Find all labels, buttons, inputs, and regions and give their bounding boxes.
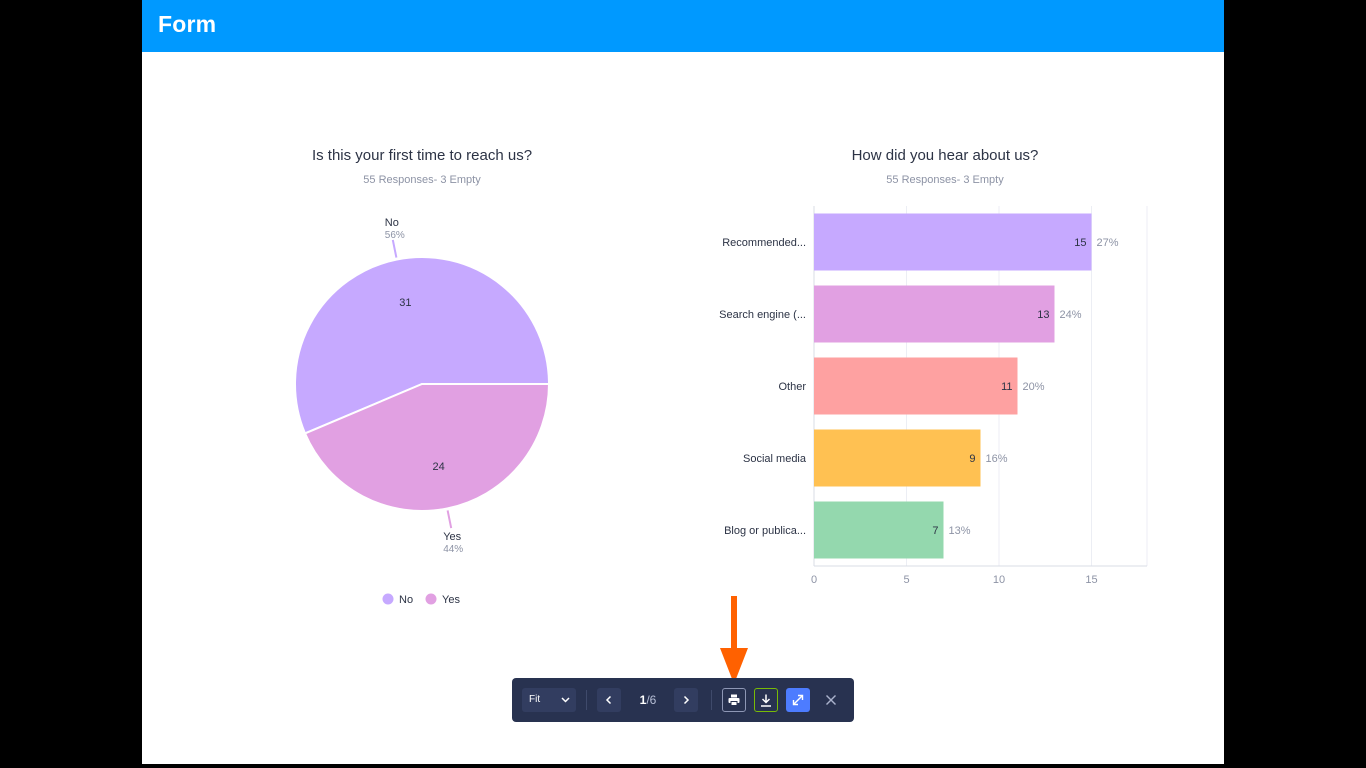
toolbar-divider: [711, 690, 712, 710]
annotation-arrow-icon: [720, 596, 748, 684]
toolbar-divider: [586, 690, 587, 710]
pie-slice-label: No: [385, 217, 399, 229]
x-tick-label: 10: [993, 574, 1005, 586]
bar: [814, 429, 981, 487]
legend-swatch: [382, 593, 394, 605]
bar-value-label: 15: [1074, 237, 1086, 249]
page-indicator: 1/6: [632, 688, 664, 712]
category-label: Social media: [743, 453, 807, 465]
legend-label: No: [399, 594, 413, 606]
chevron-right-icon: [683, 695, 690, 705]
total-pages: 6: [649, 693, 657, 707]
bar-percent-label: 27%: [1097, 237, 1119, 249]
bar-chart: 0 5 10 15 15 27% Recommended... 13 24% Search eng…: [719, 206, 1148, 586]
page-separator: /: [646, 693, 650, 707]
close-icon: [826, 695, 836, 705]
pie-leader-line: [446, 510, 453, 529]
bar-value-label: 13: [1037, 309, 1049, 321]
pie-slice: [294, 256, 551, 435]
download-button[interactable]: [754, 688, 778, 712]
bar-percent-label: 13%: [949, 525, 971, 537]
pie-slice-percent: 44%: [443, 544, 463, 555]
zoom-select[interactable]: Fit: [522, 688, 576, 712]
viewer-toolbar: Fit 1/6: [512, 678, 854, 722]
print-icon: [728, 694, 740, 706]
print-button[interactable]: [722, 688, 746, 712]
pie-chart-title: Is this your first time to reach us?: [311, 147, 533, 164]
x-tick-label: 5: [903, 574, 909, 586]
pie-leader-line: [391, 239, 398, 258]
pie-chart-subtitle: 55 Responses- 3 Empty: [363, 174, 481, 186]
pie-slice: [303, 383, 551, 512]
bar: [814, 213, 1092, 271]
bar-percent-label: 20%: [1023, 381, 1045, 393]
bar-value-label: 11: [1001, 381, 1012, 393]
category-label: Search engine (...: [719, 309, 806, 321]
report-page: Form Is this your first time to reach us…: [142, 0, 1224, 764]
bar: [814, 357, 1018, 415]
pie-slice-value: 24: [433, 461, 445, 473]
legend-swatch: [425, 593, 437, 605]
x-tick-label: 0: [811, 574, 817, 586]
category-label: Blog or publica...: [724, 525, 806, 537]
app-title: Form: [158, 11, 217, 37]
pie-slice-value: 31: [399, 297, 411, 309]
category-label: Other: [778, 381, 806, 393]
next-page-button[interactable]: [674, 688, 698, 712]
category-label: Recommended...: [722, 237, 806, 249]
download-icon: [761, 694, 771, 707]
expand-button[interactable]: [786, 688, 810, 712]
bar-chart-subtitle: 55 Responses- 3 Empty: [886, 174, 1004, 186]
expand-icon: [792, 694, 804, 706]
bar: [814, 501, 944, 559]
chevron-left-icon: [605, 695, 612, 705]
bar-value-label: 7: [932, 525, 938, 537]
zoom-select-value: Fit: [529, 694, 541, 705]
pie-slice-percent: 56%: [385, 230, 405, 241]
pie-slice-label: Yes: [443, 531, 461, 543]
bar-percent-label: 24%: [1060, 309, 1082, 321]
x-tick-label: 15: [1085, 574, 1097, 586]
bar: [814, 285, 1055, 343]
chevron-down-icon: [561, 697, 570, 703]
legend-label: Yes: [442, 594, 460, 606]
bar-percent-label: 16%: [986, 453, 1008, 465]
current-page: 1: [639, 693, 647, 707]
bar-value-label: 9: [969, 453, 975, 465]
bar-chart-title: How did you hear about us?: [851, 147, 1039, 164]
previous-page-button[interactable]: [597, 688, 621, 712]
header-bar: Form: [142, 0, 1224, 52]
close-button[interactable]: [819, 688, 843, 712]
